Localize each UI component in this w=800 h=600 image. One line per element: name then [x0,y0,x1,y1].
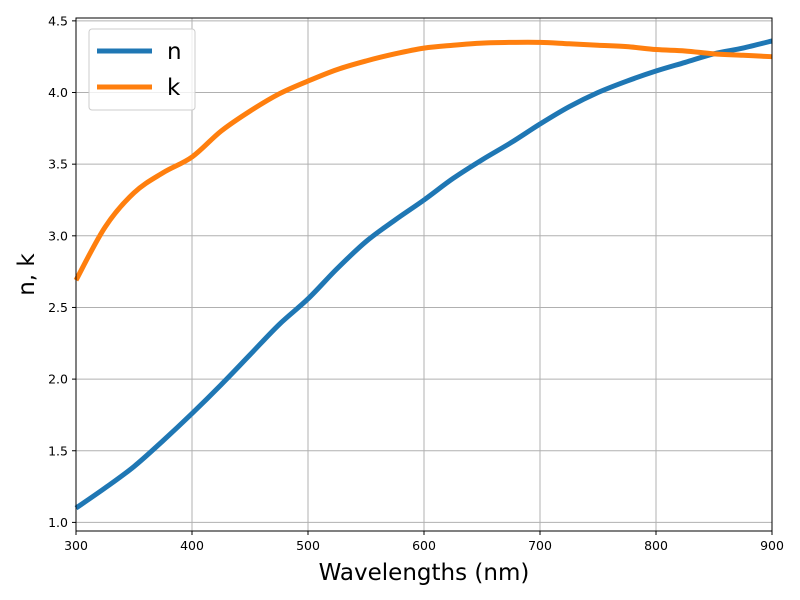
y-axis-label: n, k [14,253,40,296]
legend-label-k: k [167,75,181,101]
y-axis-ticks: 1.0 1.5 2.0 2.5 3.0 3.5 4.0 4.5 [48,13,76,530]
x-tick-label: 700 [528,538,552,553]
legend: nk [88,28,196,111]
y-tick-label: 2.5 [48,300,68,315]
y-tick-label: 2.0 [48,372,68,387]
x-axis-ticks: 300 400 500 600 700 800 900 [64,531,784,553]
y-tick-label: 4.5 [48,13,68,28]
x-tick-label: 500 [296,538,320,553]
series-line-n [74,38,773,511]
x-tick-label: 400 [180,538,204,553]
x-tick-label: 800 [644,538,668,553]
y-tick-label: 1.0 [48,515,68,530]
y-tick-label: 3.0 [48,228,68,243]
x-tick-label: 600 [412,538,436,553]
legend-label-n: n [167,39,182,65]
y-tick-label: 1.5 [48,443,68,458]
x-tick-label: 900 [760,538,784,553]
x-tick-label: 300 [64,538,88,553]
series-line-k [73,39,773,282]
series-lines [73,38,773,511]
grid [75,18,773,531]
y-tick-label: 4.0 [48,85,68,100]
y-tick-label: 3.5 [48,157,68,172]
x-axis-label: Wavelengths (nm) [319,560,530,586]
